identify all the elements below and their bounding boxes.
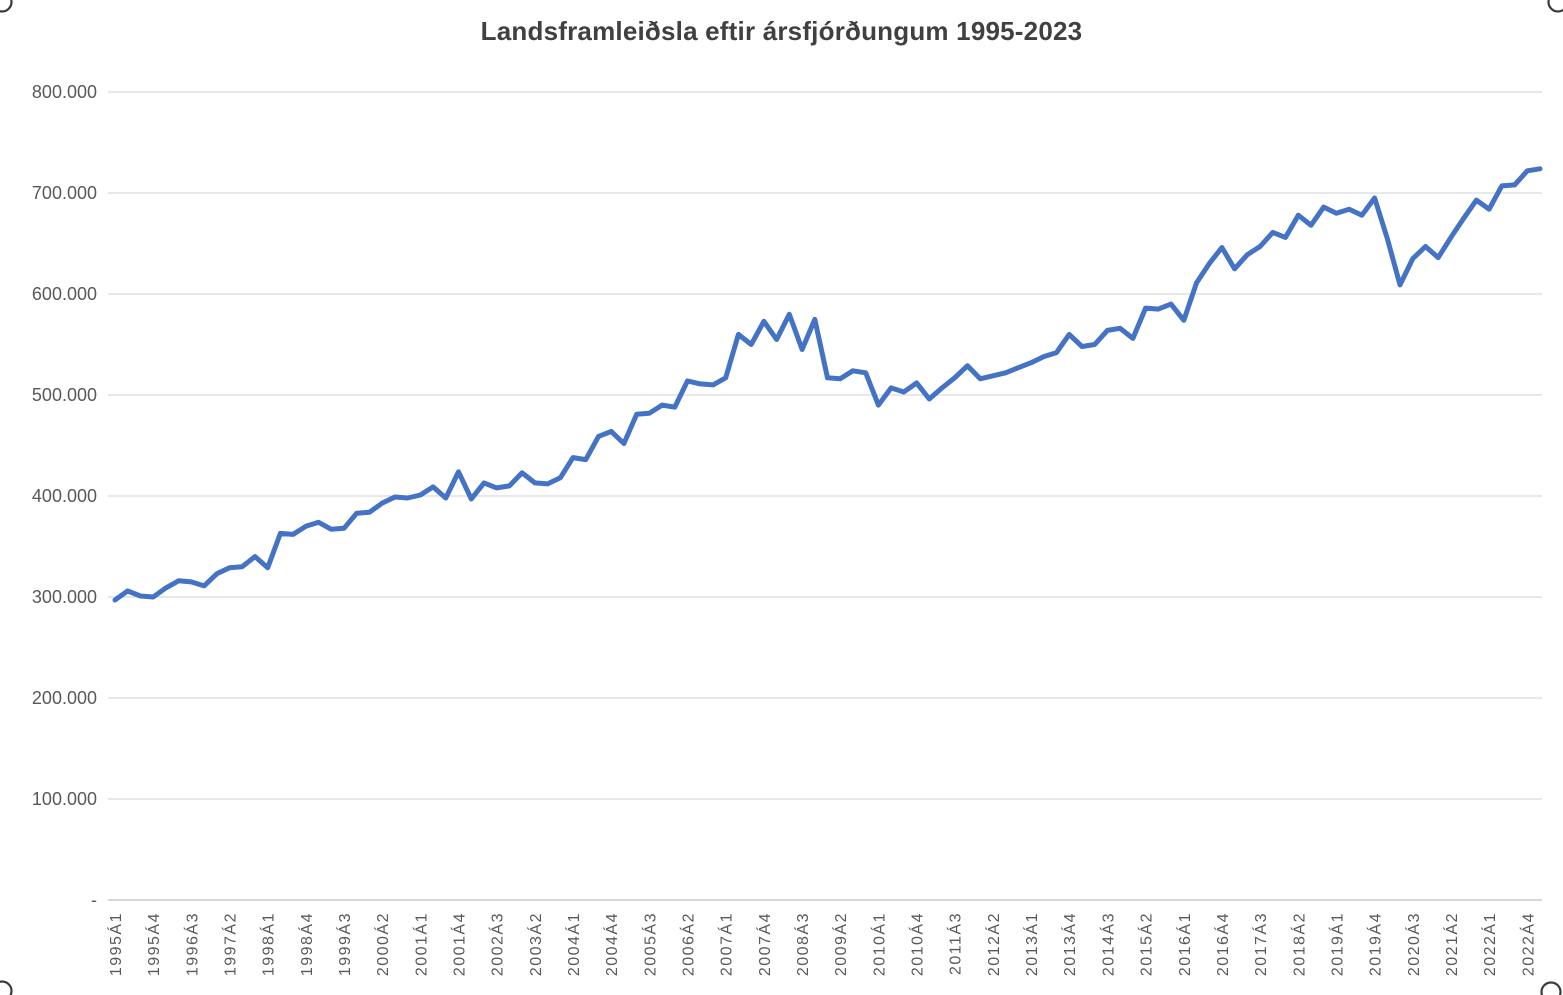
chart-title: Landsframleiðsla eftir ársfjórðungum 199… xyxy=(480,16,1083,46)
corner-arc-mark xyxy=(0,0,13,13)
x-axis-tick-label: 2016Á4 xyxy=(1213,912,1232,976)
x-axis-tick-label: 1998Á4 xyxy=(297,912,316,976)
x-axis-tick-label: 2001Á1 xyxy=(411,912,430,976)
x-axis-tick-label: 2018Á2 xyxy=(1289,912,1308,976)
x-axis-tick-label: 2007Á1 xyxy=(717,912,736,976)
x-axis-tick-label: 2009Á2 xyxy=(831,912,850,976)
y-axis-tick-label: 800.000 xyxy=(32,82,97,102)
x-axis-tick-label: 2005Á3 xyxy=(640,912,659,976)
x-axis-tick-label: 2022Á4 xyxy=(1518,912,1537,976)
y-axis-tick-label: 300.000 xyxy=(32,587,97,607)
x-axis-tick-label: 2022Á1 xyxy=(1480,912,1499,976)
x-axis-tick-label: 2013Á1 xyxy=(1022,912,1041,976)
x-axis-tick-label: 1996Á3 xyxy=(182,912,201,976)
corner-arc-mark xyxy=(1540,981,1562,995)
x-axis-tick-label: 1999Á3 xyxy=(335,912,354,976)
x-axis-tick-label: 2002Á3 xyxy=(488,912,507,976)
x-axis-tick-label: 2016Á1 xyxy=(1175,912,1194,976)
y-axis-tick-label: - xyxy=(91,890,97,910)
x-axis-tick-label: 2015Á2 xyxy=(1137,912,1156,976)
x-axis-tick-label: 2007Á4 xyxy=(755,912,774,976)
x-axis-tick-label: 2008Á3 xyxy=(793,912,812,976)
x-axis-tick-label: 2000Á2 xyxy=(373,912,392,976)
y-axis-tick-label: 500.000 xyxy=(32,385,97,405)
x-axis-tick-label: 2006Á2 xyxy=(679,912,698,976)
x-axis-tick-label: 2010Á1 xyxy=(869,912,888,976)
x-axis-tick-label: 2010Á4 xyxy=(908,912,927,976)
corner-arc-mark xyxy=(1547,0,1563,13)
gdp-series-line xyxy=(112,166,1543,603)
y-axis-tick-label: 700.000 xyxy=(32,183,97,203)
y-axis-tick-label: 400.000 xyxy=(32,486,97,506)
y-axis-tick-label: 600.000 xyxy=(32,284,97,304)
x-axis-tick-label: 1995Á4 xyxy=(144,912,163,976)
x-axis-tick-label: 2017Á3 xyxy=(1251,912,1270,976)
x-axis-tick-label: 2020Á3 xyxy=(1404,912,1423,976)
x-axis-tick-label: 2012Á2 xyxy=(984,912,1003,976)
y-axis-tick-label: 200.000 xyxy=(32,688,97,708)
x-axis-tick-label: 2003Á2 xyxy=(526,912,545,976)
y-axis-tick-label: 100.000 xyxy=(32,789,97,809)
x-axis-tick-label: 2011Á3 xyxy=(946,912,965,975)
x-axis-tick-label: 1998Á1 xyxy=(259,912,278,976)
corner-arc-mark xyxy=(0,980,13,995)
x-axis-tick-label: 2019Á1 xyxy=(1327,912,1346,976)
x-axis-tick-label: 2021Á2 xyxy=(1442,912,1461,976)
x-axis-tick-label: 2019Á4 xyxy=(1366,912,1385,976)
x-axis-tick-label: 1995Á1 xyxy=(106,912,125,976)
x-axis-tick-label: 2014Á3 xyxy=(1098,912,1117,976)
x-axis-tick-label: 2013Á4 xyxy=(1060,912,1079,976)
x-axis-tick-label: 1997Á2 xyxy=(221,912,240,976)
x-axis-tick-label: 2004Á1 xyxy=(564,912,583,976)
x-axis-tick-label: 2001Á4 xyxy=(450,912,469,976)
x-axis-tick-label: 2004Á4 xyxy=(602,912,621,976)
